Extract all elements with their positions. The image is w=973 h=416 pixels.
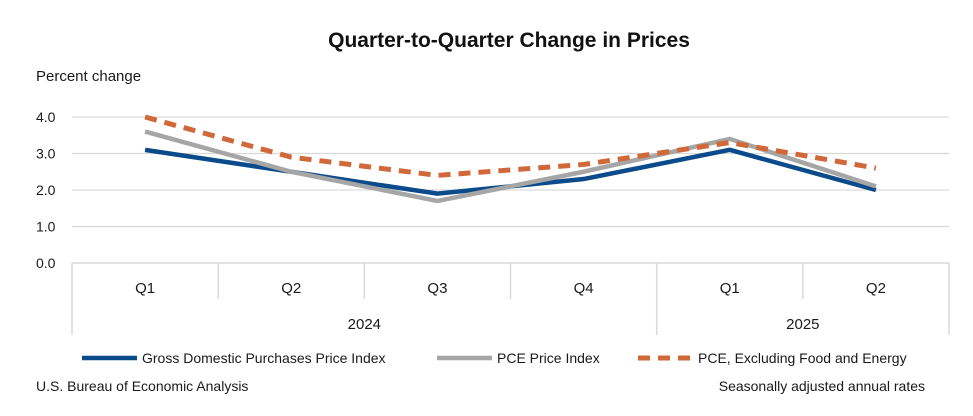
rates-note: Seasonally adjusted annual rates [719, 378, 925, 394]
y-axis-label: Percent change [36, 68, 141, 85]
x-category-label: Q1 [720, 280, 740, 297]
y-tick-label: 3.0 [36, 146, 56, 162]
x-category-label: Q1 [135, 280, 155, 297]
x-group-label: 2025 [786, 316, 819, 333]
x-category-label: Q2 [281, 280, 301, 297]
x-axis: Q1 Q2 Q3 Q4 Q1 Q2 2024 2025 [71, 262, 950, 335]
y-tick-label: 4.0 [36, 109, 56, 125]
series-lines [144, 114, 877, 204]
legend-label: Gross Domestic Purchases Price Index [142, 350, 386, 366]
y-tick-label: 2.0 [36, 182, 56, 198]
chart-title: Quarter-to-Quarter Change in Prices [328, 29, 690, 52]
legend: Gross Domestic Purchases Price Index PCE … [82, 350, 907, 366]
x-category-label: Q3 [427, 280, 447, 297]
y-tick-label: 1.0 [36, 219, 56, 235]
source-note: U.S. Bureau of Economic Analysis [36, 378, 248, 394]
x-category-label: Q2 [866, 280, 886, 297]
y-tick-label: 0.0 [36, 255, 56, 271]
series-line-1 [144, 129, 877, 204]
series-line-2 [144, 114, 877, 178]
legend-label: PCE Price Index [497, 350, 600, 366]
legend-label: PCE, Excluding Food and Energy [698, 350, 907, 366]
y-axis-ticks: 0.0 1.0 2.0 3.0 4.0 [36, 109, 56, 271]
x-category-label: Q4 [574, 280, 594, 297]
x-group-label: 2024 [348, 316, 381, 333]
